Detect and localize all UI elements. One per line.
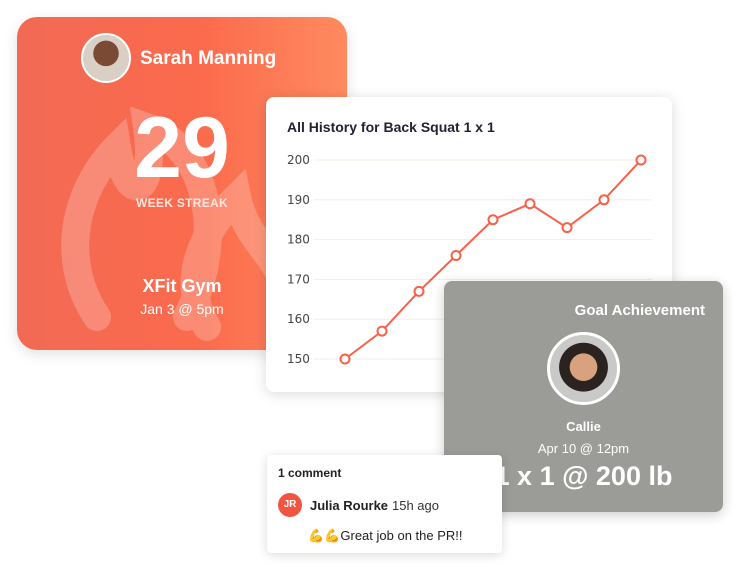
y-tick-label: 170 [287, 272, 310, 286]
data-point [376, 325, 388, 337]
gym-name: XFit Gym [142, 276, 222, 296]
chart-title: All History for Back Squat 1 x 1 [287, 119, 495, 135]
streak-label: WEEK STREAK [136, 196, 228, 210]
data-point [339, 353, 351, 365]
data-point [413, 285, 425, 297]
data-point [598, 194, 610, 206]
data-point [561, 222, 573, 234]
y-tick-label: 180 [287, 233, 310, 247]
commenter-name[interactable]: Julia Rourke [310, 498, 389, 513]
user-name: Sarah Manning [140, 48, 277, 69]
data-point [635, 154, 647, 166]
y-tick-label: 200 [287, 153, 310, 167]
data-point [524, 198, 536, 210]
goal-date: Apr 10 @ 12pm [537, 441, 630, 456]
data-point [450, 250, 462, 262]
streak-date: Jan 3 @ 5pm [140, 301, 224, 317]
comment-time: 15h ago [392, 498, 439, 513]
goal-avatar [547, 332, 620, 405]
goal-result: 1 x 1 @ 200 lb [494, 461, 673, 491]
goal-title: Goal Achievement [574, 302, 705, 319]
comment-text: 💪💪Great job on the PR!! [308, 528, 463, 543]
streak-count: 29 [134, 100, 230, 196]
data-point [487, 214, 499, 226]
comment-card: 1 comment JR Julia Rourke 15h ago 💪💪Grea… [267, 455, 502, 553]
goal-name: Callie [566, 419, 601, 434]
comment-count[interactable]: 1 comment [278, 466, 342, 480]
y-tick-label: 150 [287, 352, 310, 366]
user-avatar [81, 33, 131, 83]
y-tick-label: 160 [287, 312, 310, 326]
y-tick-label: 190 [287, 193, 310, 207]
commenter-avatar: JR [278, 493, 302, 517]
